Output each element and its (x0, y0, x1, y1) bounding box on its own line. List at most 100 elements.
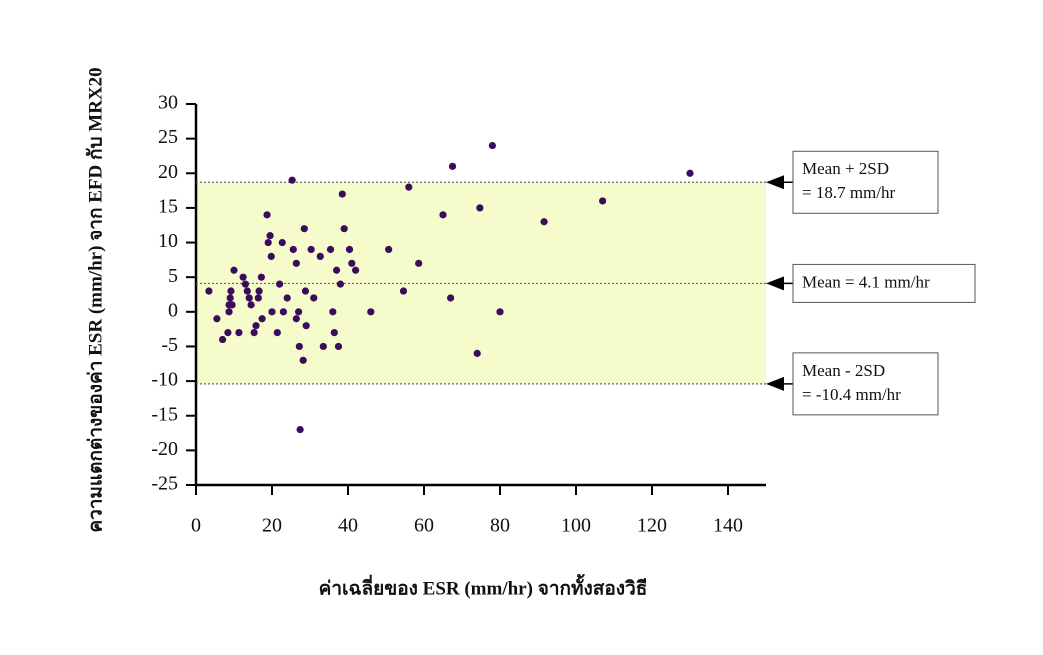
data-point (340, 225, 348, 233)
data-point (310, 294, 318, 302)
data-point (254, 294, 262, 302)
data-point (273, 329, 281, 337)
arrow-head (766, 175, 784, 190)
y-tick-label: -5 (161, 334, 178, 356)
y-tick-label: 5 (168, 265, 178, 287)
annotation-text: = -10.4 mm/hr (802, 385, 901, 404)
data-point (255, 287, 263, 295)
data-point (336, 280, 344, 288)
y-tick-label: 10 (158, 230, 178, 252)
annotation-box (792, 150, 939, 214)
data-point (266, 232, 274, 240)
annotation-text: Mean = 4.1 mm/hr (802, 272, 930, 291)
data-point (278, 238, 286, 247)
data-point (300, 225, 308, 233)
data-point (257, 273, 265, 281)
data-point (405, 183, 413, 191)
data-point (239, 273, 247, 281)
x-tick-label: 20 (262, 515, 282, 537)
data-point (415, 259, 423, 267)
data-point (338, 190, 346, 198)
x-tick-label: 60 (414, 515, 434, 537)
y-tick-label: 0 (168, 299, 178, 321)
data-point (296, 425, 304, 434)
annotation-box (792, 352, 939, 416)
data-point (289, 245, 297, 254)
y-tick-label: 20 (158, 161, 178, 183)
y-tick-label: -10 (151, 369, 178, 391)
data-point (476, 204, 484, 212)
data-point (316, 252, 324, 260)
data-point (264, 238, 272, 247)
x-tick-label: 0 (191, 515, 201, 537)
x-tick-label: 140 (713, 515, 743, 537)
y-tick-label: -15 (151, 403, 178, 425)
y-tick-label: -20 (151, 438, 178, 460)
x-tick-label: 100 (561, 515, 591, 537)
data-point (599, 197, 607, 205)
data-point (302, 322, 310, 330)
data-point (225, 308, 233, 316)
data-point (235, 329, 243, 337)
arrow-head (766, 276, 784, 291)
data-point (230, 266, 238, 274)
data-point (288, 176, 296, 184)
data-point (263, 211, 271, 219)
data-point (228, 301, 236, 309)
y-tick-label: 15 (158, 196, 178, 218)
x-tick-label: 80 (490, 515, 510, 537)
data-point (345, 245, 354, 254)
arrow-head (766, 376, 784, 391)
data-point (352, 266, 360, 274)
data-point (250, 329, 258, 337)
data-point (307, 245, 315, 254)
x-tick-label: 120 (637, 515, 667, 537)
data-point (224, 329, 232, 337)
data-point (283, 294, 291, 302)
x-axis-title: ค่าเฉลี่ยของ ESR (mm/hr) จากทั้งสองวิธี (319, 573, 648, 599)
data-point (348, 259, 356, 267)
y-tick-label: 25 (158, 126, 178, 148)
data-point (496, 308, 504, 316)
data-point (227, 287, 235, 295)
y-tick-label: -25 (151, 473, 178, 495)
annotation-box (792, 263, 976, 303)
data-point (276, 280, 284, 288)
data-point (241, 280, 249, 288)
data-point (326, 245, 335, 254)
data-point (279, 308, 287, 316)
data-point (367, 308, 375, 316)
data-point (333, 266, 341, 274)
data-point (219, 335, 227, 344)
data-point (295, 308, 303, 316)
data-point (247, 301, 255, 309)
x-tick-label: 40 (338, 515, 358, 537)
data-point (319, 342, 327, 351)
data-point (301, 287, 310, 295)
data-point (473, 349, 481, 357)
data-point (488, 141, 496, 150)
data-point (447, 294, 455, 302)
data-point (439, 211, 447, 219)
data-point (243, 287, 251, 295)
data-point (245, 294, 253, 302)
annotation-text: Mean + 2SD (802, 159, 889, 178)
data-point (448, 162, 457, 170)
data-point (252, 322, 260, 330)
data-point (205, 287, 213, 295)
data-point (686, 169, 694, 177)
annotation-text: Mean - 2SD (802, 361, 885, 380)
data-point (299, 356, 307, 364)
data-point (213, 315, 221, 323)
data-point (268, 308, 276, 316)
data-point (330, 329, 338, 337)
y-axis-title: ความแตกต่างของค่า ESR (mm/hr) จาก EFD กั… (85, 67, 106, 532)
data-point (329, 308, 337, 316)
data-point (540, 218, 548, 226)
data-point (292, 259, 300, 267)
data-point (399, 287, 408, 295)
data-point (334, 342, 343, 351)
data-point (292, 315, 300, 323)
annotation-text: = 18.7 mm/hr (802, 183, 896, 202)
